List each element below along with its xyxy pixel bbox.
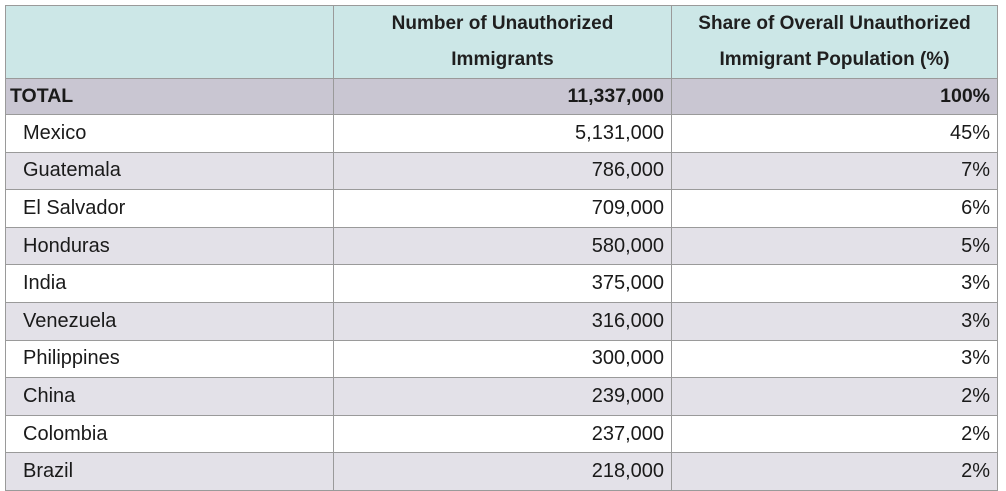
header-share: Share of Overall Unauthorized Immigrant … (671, 5, 998, 79)
total-label: TOTAL (5, 78, 334, 115)
header-number-line2: Immigrants (451, 49, 554, 70)
country-cell: Mexico (5, 114, 334, 153)
number-cell: 580,000 (333, 226, 672, 266)
share-cell: 5% (671, 226, 998, 266)
share-cell: 45% (671, 114, 998, 153)
total-share: 100% (671, 78, 998, 115)
header-number-line1: Number of Unauthorized (391, 13, 614, 34)
table-row: China 239,000 2% (5, 377, 998, 416)
table-row: Mexico 5,131,000 45% (5, 114, 998, 153)
number-cell: 709,000 (333, 189, 672, 228)
country-cell: China (5, 377, 334, 416)
table-row: India 375,000 3% (5, 264, 998, 303)
number-cell: 5,131,000 (333, 114, 672, 153)
country-cell: Venezuela (5, 301, 334, 341)
number-cell: 237,000 (333, 414, 672, 454)
immigrant-population-table: Number of Unauthorized Immigrants Share … (5, 5, 998, 491)
country-cell: Guatemala (5, 151, 334, 191)
share-cell: 3% (671, 264, 998, 303)
number-cell: 375,000 (333, 264, 672, 303)
country-cell: Brazil (5, 452, 334, 491)
header-share-line1: Share of Overall Unauthorized (698, 13, 971, 34)
share-cell: 3% (671, 339, 998, 379)
table-row: El Salvador 709,000 6% (5, 189, 998, 228)
number-cell: 300,000 (333, 339, 672, 379)
share-cell: 7% (671, 151, 998, 191)
country-cell: India (5, 264, 334, 303)
table-row: Brazil 218,000 2% (5, 452, 998, 491)
share-cell: 2% (671, 377, 998, 416)
table-row: Colombia 237,000 2% (5, 414, 998, 454)
country-cell: Colombia (5, 414, 334, 454)
share-cell: 6% (671, 189, 998, 228)
country-cell: Honduras (5, 226, 334, 266)
header-country (5, 5, 334, 79)
header-number: Number of Unauthorized Immigrants (333, 5, 672, 79)
header-share-line2: Immigrant Population (%) (719, 49, 950, 70)
number-cell: 218,000 (333, 452, 672, 491)
share-cell: 3% (671, 301, 998, 341)
country-cell: Philippines (5, 339, 334, 379)
table-body: TOTAL 11,337,000 100% Mexico 5,131,000 45%… (5, 78, 998, 491)
share-cell: 2% (671, 452, 998, 491)
total-number: 11,337,000 (333, 78, 672, 115)
number-cell: 316,000 (333, 301, 672, 341)
table-row: Philippines 300,000 3% (5, 339, 998, 379)
country-cell: El Salvador (5, 189, 334, 228)
header-row: Number of Unauthorized Immigrants Share … (5, 5, 998, 79)
share-cell: 2% (671, 414, 998, 454)
number-cell: 239,000 (333, 377, 672, 416)
number-cell: 786,000 (333, 151, 672, 191)
total-row: TOTAL 11,337,000 100% (5, 78, 998, 115)
table-row: Honduras 580,000 5% (5, 226, 998, 266)
table-row: Venezuela 316,000 3% (5, 301, 998, 341)
table-row: Guatemala 786,000 7% (5, 151, 998, 191)
